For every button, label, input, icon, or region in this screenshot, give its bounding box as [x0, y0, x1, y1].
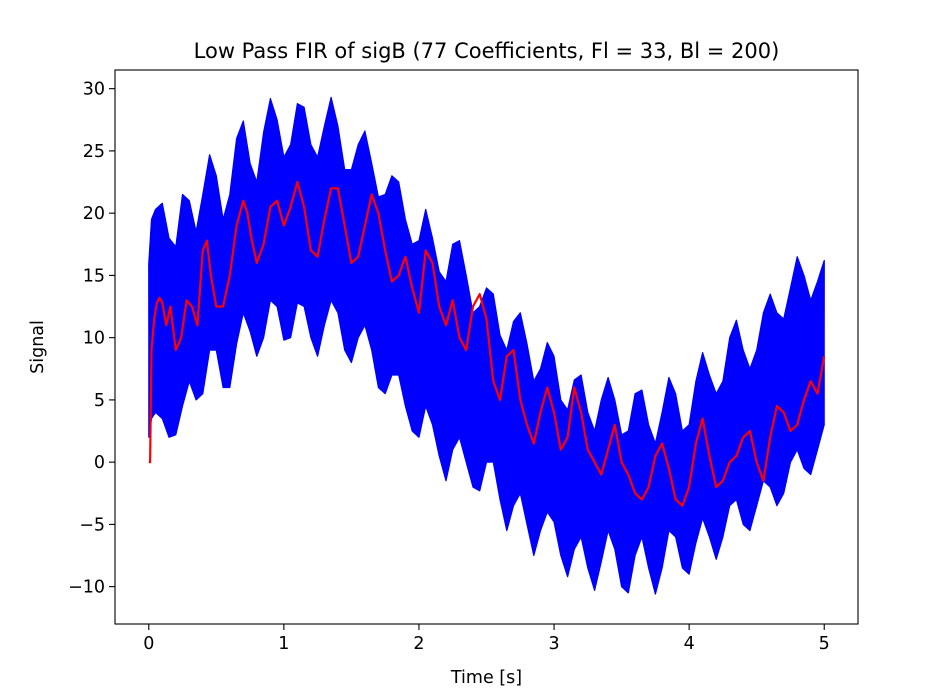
- x-tick-label: 4: [684, 634, 695, 654]
- x-tick-label: 2: [413, 634, 424, 654]
- filtered-signal-line: [148, 180, 826, 507]
- plot-area: [148, 96, 826, 595]
- y-axis-label: Signal: [28, 320, 48, 374]
- x-tick-label: 1: [278, 634, 289, 654]
- raw-signal-line: [148, 97, 825, 593]
- y-tick-label: 30: [83, 80, 105, 100]
- y-axis: −10 −5 0 5 10 15 20 25 30: [68, 80, 115, 598]
- x-axis: 0 1 2 3 4 5: [143, 624, 830, 654]
- y-tick-label: 15: [83, 266, 105, 286]
- x-tick-label: 5: [819, 634, 830, 654]
- axes-frame: [114, 69, 859, 625]
- y-tick-label: 5: [94, 391, 105, 411]
- chart-title: Low Pass FIR of sigB (77 Coefficients, F…: [194, 39, 780, 63]
- y-tick-label: 10: [83, 329, 105, 349]
- y-tick-label: 25: [83, 142, 105, 162]
- x-tick-label: 0: [143, 634, 154, 654]
- raw-signal-oscillation: [148, 97, 825, 593]
- y-tick-label: −10: [68, 578, 105, 598]
- y-tick-label: 0: [94, 453, 105, 473]
- x-tick-label: 3: [548, 634, 559, 654]
- y-tick-label: −5: [79, 515, 105, 535]
- x-axis-label: Time [s]: [450, 668, 522, 688]
- y-tick-label: 20: [83, 204, 105, 224]
